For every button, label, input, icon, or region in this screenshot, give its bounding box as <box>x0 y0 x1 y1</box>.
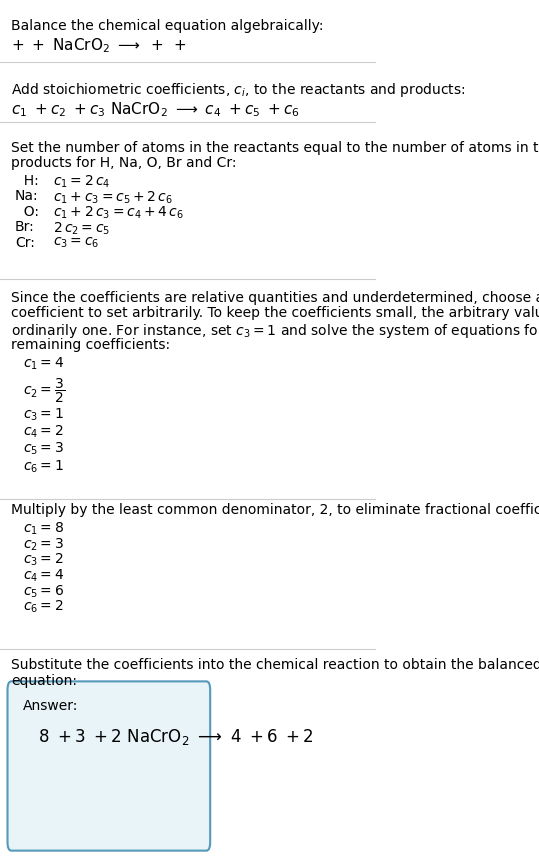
Text: ordinarily one. For instance, set $c_3 = 1$ and solve the system of equations fo: ordinarily one. For instance, set $c_3 =… <box>11 322 539 340</box>
Text: Add stoichiometric coefficients, $c_i$, to the reactants and products:: Add stoichiometric coefficients, $c_i$, … <box>11 81 466 99</box>
Text: $c_6 = 2$: $c_6 = 2$ <box>23 599 63 615</box>
Text: $c_3 = 1$: $c_3 = 1$ <box>23 406 64 423</box>
Text: $c_3 = c_6$: $c_3 = c_6$ <box>52 236 99 251</box>
Text: $c_1 = 8$: $c_1 = 8$ <box>23 521 64 537</box>
Text: H:: H: <box>15 174 39 187</box>
Text: $c_5 = 3$: $c_5 = 3$ <box>23 441 64 457</box>
Text: $c_6 = 1$: $c_6 = 1$ <box>23 458 64 475</box>
Text: Substitute the coefficients into the chemical reaction to obtain the balanced: Substitute the coefficients into the che… <box>11 658 539 672</box>
Text: Br:: Br: <box>15 220 34 234</box>
Text: Answer:: Answer: <box>23 699 78 713</box>
Text: $c_2 = 3$: $c_2 = 3$ <box>23 536 64 553</box>
Text: $2\,c_2 = c_5$: $2\,c_2 = c_5$ <box>52 220 110 237</box>
Text: $c_4 = 2$: $c_4 = 2$ <box>23 424 63 440</box>
Text: Na:: Na: <box>15 189 39 203</box>
Text: $c_2 = \dfrac{3}{2}$: $c_2 = \dfrac{3}{2}$ <box>23 377 65 405</box>
Text: $c_1 = 4$: $c_1 = 4$ <box>23 356 64 372</box>
Text: Set the number of atoms in the reactants equal to the number of atoms in the: Set the number of atoms in the reactants… <box>11 141 539 155</box>
Text: $c_4 = 4$: $c_4 = 4$ <box>23 568 64 584</box>
Text: $+\ +\ \mathrm{NaCrO_2}\ \longrightarrow\ +\ +$: $+\ +\ \mathrm{NaCrO_2}\ \longrightarrow… <box>11 36 187 56</box>
Text: $c_1 + 2\,c_3 = c_4 + 4\,c_6$: $c_1 + 2\,c_3 = c_4 + 4\,c_6$ <box>52 205 184 221</box>
Text: coefficient to set arbitrarily. To keep the coefficients small, the arbitrary va: coefficient to set arbitrarily. To keep … <box>11 306 539 320</box>
Text: O:: O: <box>15 205 39 219</box>
Text: Balance the chemical equation algebraically:: Balance the chemical equation algebraica… <box>11 19 324 33</box>
Text: $8\ +3\ +2\ \mathrm{NaCrO_2}\ \longrightarrow\ 4\ +6\ +2$: $8\ +3\ +2\ \mathrm{NaCrO_2}\ \longright… <box>38 727 313 747</box>
Text: products for H, Na, O, Br and Cr:: products for H, Na, O, Br and Cr: <box>11 156 237 170</box>
Text: $c_5 = 6$: $c_5 = 6$ <box>23 583 64 600</box>
Text: $c_1\ +c_2\ +c_3\ \mathrm{NaCrO_2}\ \longrightarrow\ c_4\ +c_5\ +c_6$: $c_1\ +c_2\ +c_3\ \mathrm{NaCrO_2}\ \lon… <box>11 101 300 120</box>
Text: Cr:: Cr: <box>15 236 35 250</box>
Text: remaining coefficients:: remaining coefficients: <box>11 338 170 352</box>
FancyBboxPatch shape <box>8 681 210 851</box>
Text: Multiply by the least common denominator, 2, to eliminate fractional coefficient: Multiply by the least common denominator… <box>11 503 539 517</box>
Text: equation:: equation: <box>11 674 77 687</box>
Text: $c_1 = 2\,c_4$: $c_1 = 2\,c_4$ <box>52 174 110 190</box>
Text: $c_1 + c_3 = c_5 + 2\,c_6$: $c_1 + c_3 = c_5 + 2\,c_6$ <box>52 189 172 206</box>
Text: $c_3 = 2$: $c_3 = 2$ <box>23 552 63 569</box>
Text: Since the coefficients are relative quantities and underdetermined, choose a: Since the coefficients are relative quan… <box>11 291 539 305</box>
